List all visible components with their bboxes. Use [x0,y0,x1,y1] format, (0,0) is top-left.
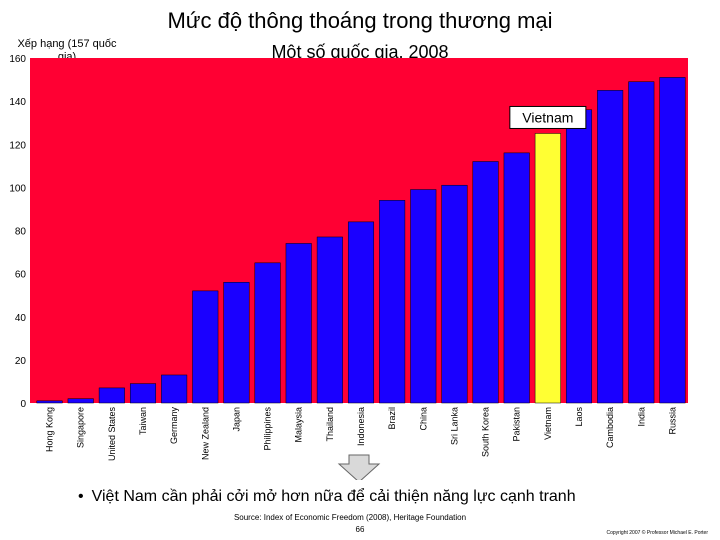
x-tick-label: Hong Kong [45,407,55,452]
source-note: Source: Index of Economic Freedom (2008)… [233,513,467,522]
annotation-label: Vietnam [522,109,573,125]
bar [285,243,312,404]
bar [36,400,63,404]
chart-title: Mức độ thông thoáng trong thương mại [167,8,553,33]
bar [129,383,157,404]
bar [503,152,530,404]
x-tick-label: Brazil [387,407,397,430]
y-tick-label: 20 [15,356,27,367]
x-tick-label: Japan [231,407,241,432]
copyright-note: Copyright 2007 © Professor Michael E. Po… [606,530,708,536]
bar [347,221,375,404]
bar [597,90,624,404]
y-tick-label: 140 [9,97,26,108]
page-number: 66 [355,525,365,534]
x-tick-label: Germany [169,407,179,445]
bar [410,189,437,404]
x-tick-label: United States [107,407,117,462]
x-tick-label: Sri Lanka [449,407,459,445]
y-tick-label: 120 [9,140,26,151]
x-tick-label: Vietnam [543,407,553,440]
down-arrow-icon [337,454,381,480]
x-tick-label: Thailand [325,407,335,442]
bar [441,184,468,404]
bullet-dot: • [78,488,84,505]
y-tick-label: 0 [20,399,26,410]
chart-subtitle: Một số quốc gia, 2008 [271,42,449,62]
bar [161,374,188,404]
x-tick-label: Indonesia [356,407,366,446]
x-tick-label: New Zealand [200,407,210,460]
x-tick-label: Singapore [76,407,86,448]
x-tick-label: Pakistan [512,407,522,442]
y-tick-label: 60 [15,270,27,281]
bar [565,109,593,404]
y-tick-label: 160 [9,54,26,65]
x-tick-label: Laos [574,407,584,427]
x-tick-label: Philippines [263,407,273,451]
bar [223,282,250,404]
bullet-text: • Việt Nam cần phải cởi mở hơn nữa để cải… [78,488,576,506]
x-tick-label: Malaysia [294,407,304,443]
y-tick-label: 80 [15,227,27,238]
y-tick-label: 40 [15,313,27,324]
bar [192,290,219,404]
bar-highlight [534,133,561,404]
bar [379,200,406,404]
bar [67,398,94,404]
x-tick-label: India [636,407,646,427]
bar [254,262,281,404]
x-tick-label: Russia [667,407,677,435]
annotation-box [509,105,587,129]
bar [316,236,343,404]
x-tick-label: China [418,407,428,431]
x-tick-label: South Korea [481,407,491,457]
x-tick-label: Cambodia [605,407,615,448]
bar [659,77,686,404]
bar [472,161,499,404]
y-tick-label: 100 [9,183,26,194]
bar [628,81,655,404]
bar-chart: 0 20 40 60 80 100 120 140 160 Hong Kong Singapore U… [9,54,688,480]
bullet-label: Việt Nam cần phải cởi mở hơn nữa để cải … [91,488,576,505]
bar [98,387,125,404]
x-tick-label: Taiwan [138,407,148,435]
